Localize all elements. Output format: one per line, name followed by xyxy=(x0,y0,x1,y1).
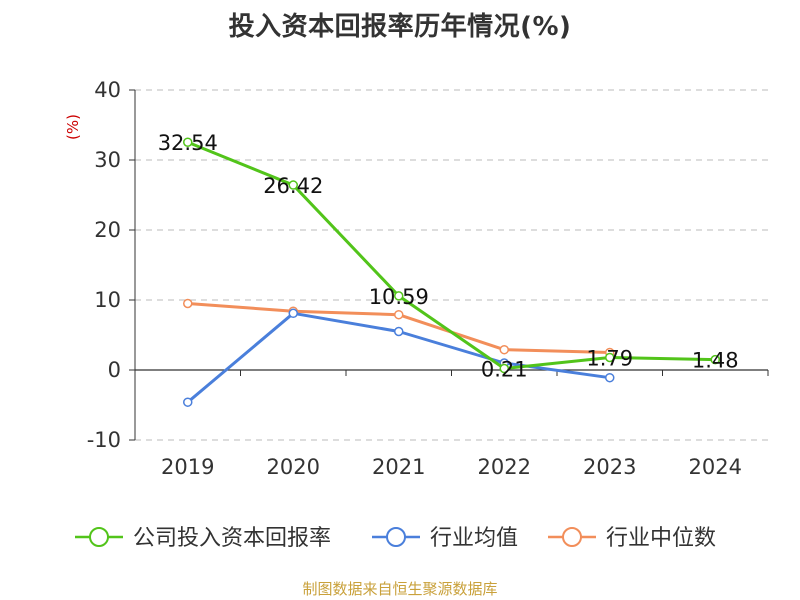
data-label: 10.59 xyxy=(369,285,429,309)
data-labels: 32.54 26.42 10.59 0.21 1.79 1.48 xyxy=(158,131,739,381)
y-tick-label: -10 xyxy=(87,428,121,452)
y-axis-unit-label: (%) xyxy=(64,114,82,140)
data-point-2 xyxy=(394,309,404,320)
y-tick-label: 20 xyxy=(94,218,121,242)
data-point-0 xyxy=(183,137,193,147)
y-tick-label: 10 xyxy=(94,288,121,312)
legend-marker-2 xyxy=(562,527,582,547)
x-tick-label: 2021 xyxy=(372,455,425,479)
y-tick-label: 30 xyxy=(94,148,121,172)
data-point-0 xyxy=(394,291,404,301)
y-tick-label: 40 xyxy=(94,78,121,102)
data-point-2 xyxy=(499,344,509,355)
chart-title: 投入资本回报率历年情况(%) xyxy=(228,12,572,42)
series-line-1 xyxy=(186,311,610,404)
legend-marker-1 xyxy=(386,527,406,547)
axes: -10 0 10 20 30 40 2019 2020 2021 2022 2023 2024 (%) xyxy=(64,78,769,479)
data-point-0 xyxy=(499,363,509,374)
legend-label-1: 行业均值 xyxy=(430,526,518,551)
series-lines xyxy=(183,137,720,407)
legend: 公司投入资本回报率 行业均值 行业中位数 xyxy=(75,526,716,551)
data-point-1 xyxy=(605,372,615,383)
data-point-0 xyxy=(288,180,298,190)
legend-label-0: 公司投入资本回报率 xyxy=(133,526,331,551)
data-point-0 xyxy=(605,352,615,363)
data-point-2 xyxy=(183,298,193,309)
data-label: 32.54 xyxy=(158,131,218,155)
data-label: 0.21 xyxy=(481,358,528,382)
source-note: 制图数据来自恒生聚源数据库 xyxy=(302,580,498,598)
data-point-0 xyxy=(710,354,720,365)
series-line-0 xyxy=(187,140,716,371)
x-tick-label: 2023 xyxy=(583,455,636,479)
legend-label-2: 行业中位数 xyxy=(606,526,716,551)
legend-marker-0 xyxy=(89,527,109,547)
data-label: 1.48 xyxy=(692,349,739,373)
data-label: 1.79 xyxy=(586,346,633,370)
grid-lines xyxy=(135,89,768,441)
y-tick-label: 0 xyxy=(108,358,121,382)
x-tick-label: 2019 xyxy=(161,455,214,479)
data-point-1 xyxy=(394,326,404,337)
data-point-1 xyxy=(183,397,193,407)
data-point-1 xyxy=(288,308,298,319)
x-tick-label: 2024 xyxy=(689,455,742,479)
x-tick-label: 2022 xyxy=(478,455,531,479)
x-tick-label: 2020 xyxy=(267,455,320,479)
data-label: 26.42 xyxy=(263,174,323,198)
